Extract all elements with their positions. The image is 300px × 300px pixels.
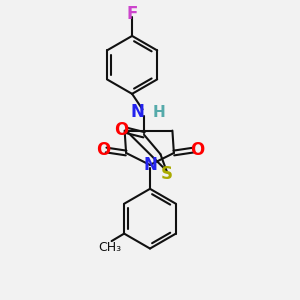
Text: S: S: [160, 165, 172, 183]
Text: O: O: [115, 121, 129, 139]
Text: O: O: [96, 141, 110, 159]
Text: H: H: [153, 105, 166, 120]
Text: F: F: [126, 4, 138, 22]
Text: N: N: [143, 156, 157, 174]
Text: N: N: [130, 103, 144, 122]
Text: O: O: [190, 141, 204, 159]
Text: CH₃: CH₃: [99, 241, 122, 254]
